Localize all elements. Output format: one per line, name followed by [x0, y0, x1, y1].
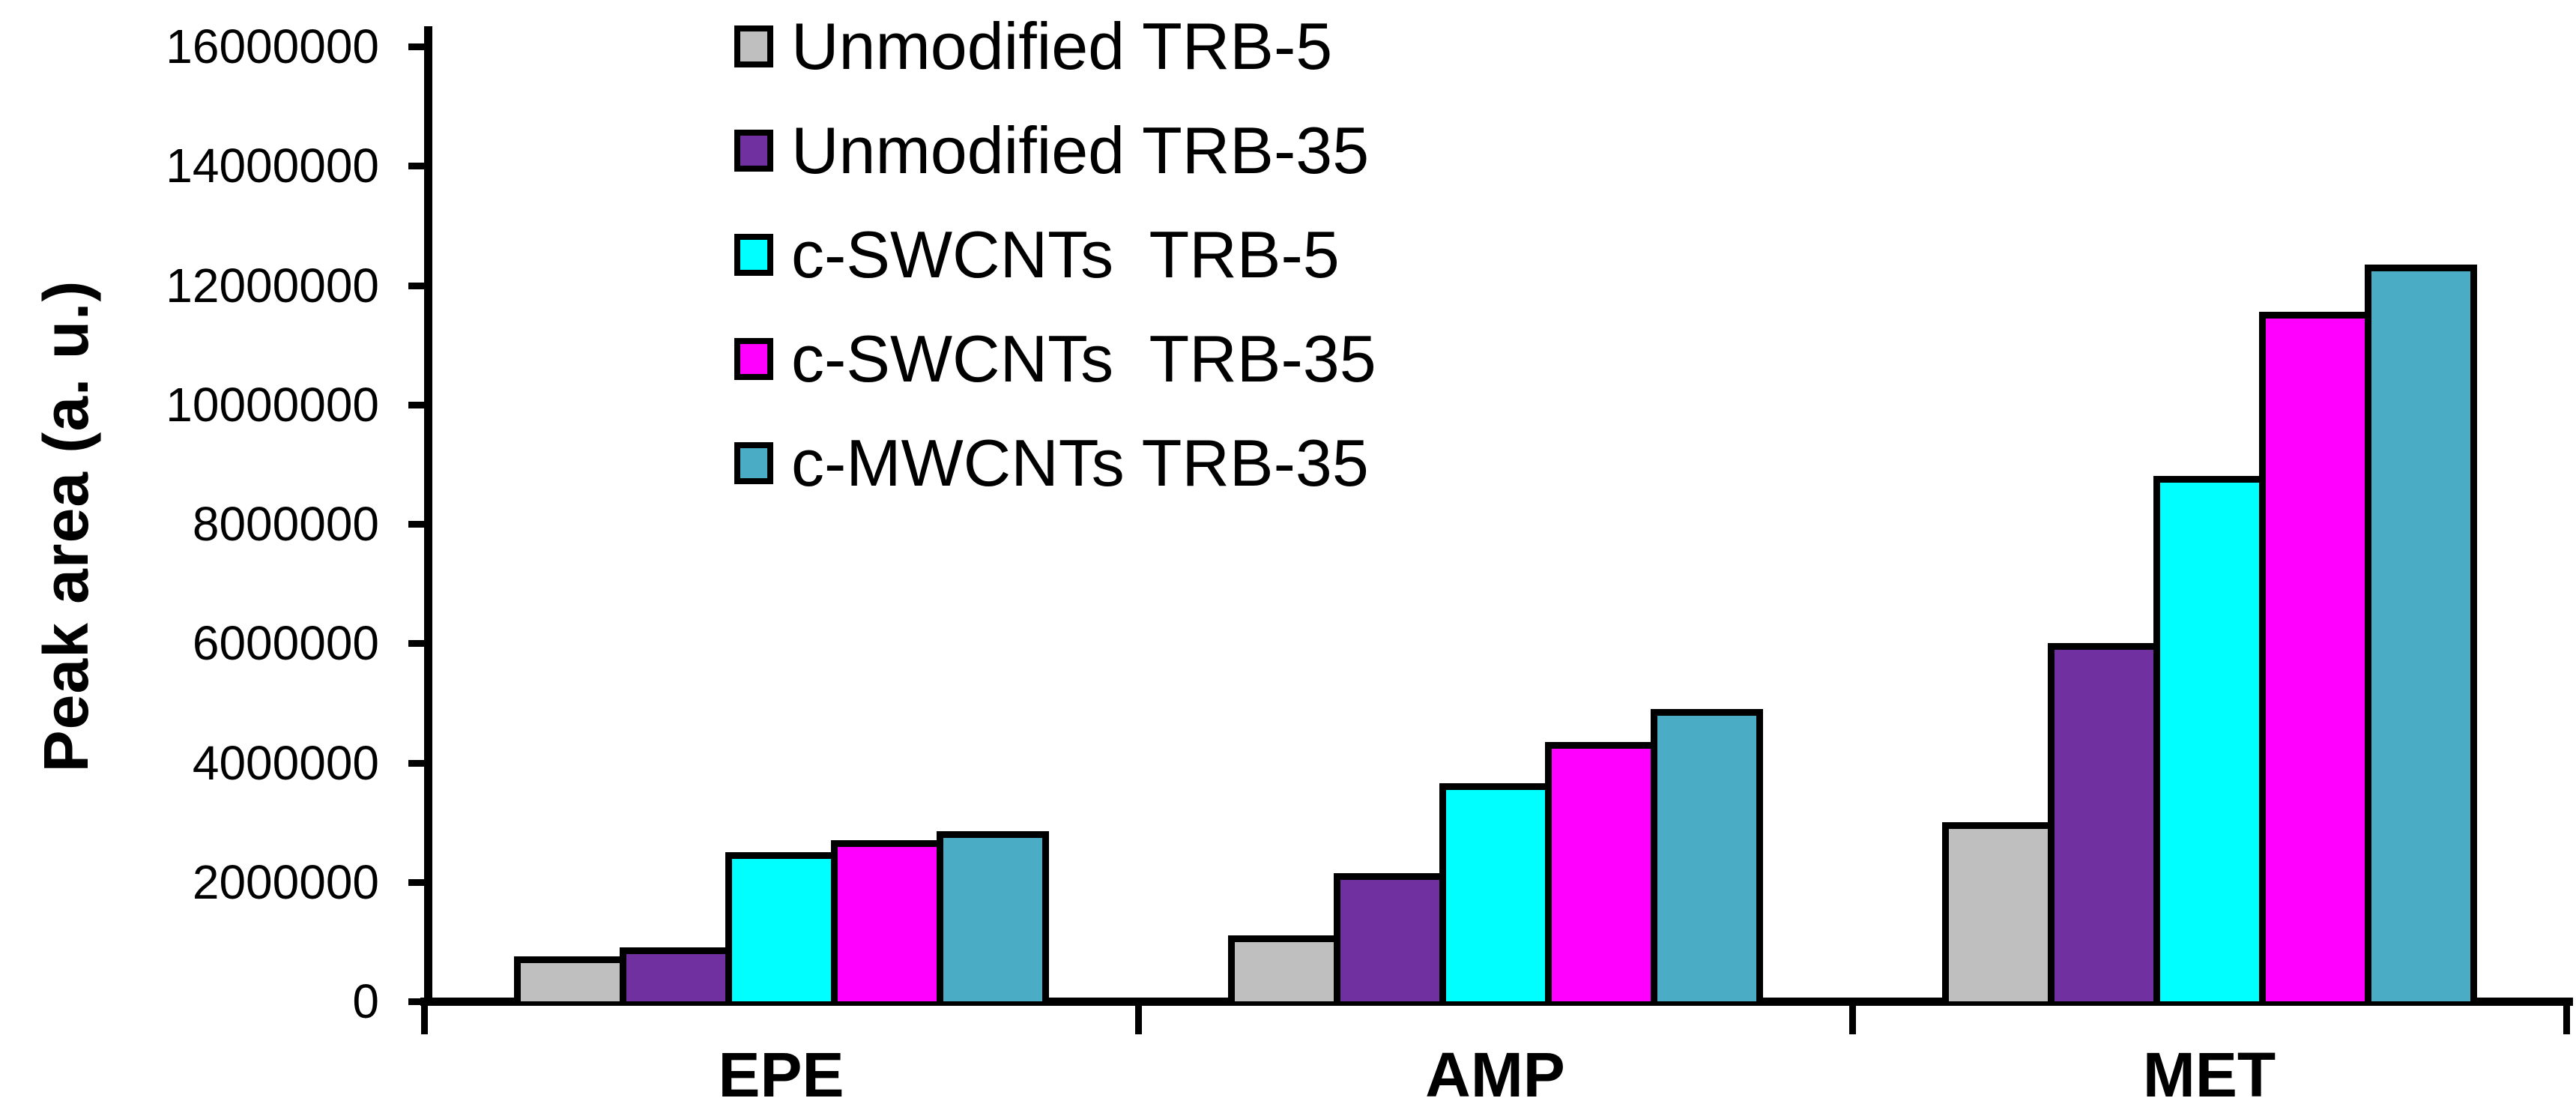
bar-amp-unmodified-trb-5 [1227, 935, 1340, 1001]
y-axis-tick [408, 521, 425, 528]
legend-item-c-mwcnts-trb-35: c-MWCNTs TRB-35 [734, 430, 1376, 496]
x-axis-category-label: EPE [718, 1040, 844, 1110]
y-axis-tick [408, 640, 425, 648]
bar-met-c-mwcnts-trb-35 [2364, 265, 2477, 1001]
bar-epe-unmodified-trb-5 [513, 956, 626, 1001]
legend-swatch-icon [734, 234, 773, 276]
y-axis-tick [408, 401, 425, 408]
y-axis-tick [408, 43, 425, 50]
y-axis-tick-label: 4000000 [192, 735, 379, 790]
legend-label: Unmodified TRB-35 [791, 113, 1370, 187]
bar-met-unmodified-trb-5 [1941, 822, 2055, 1001]
legend-swatch-icon [734, 338, 773, 380]
legend-label: Unmodified TRB-5 [791, 9, 1333, 83]
bar-amp-c-swcnts-trb-35 [1544, 742, 1657, 1001]
bar-met-unmodified-trb-35 [2047, 643, 2160, 1001]
bar-amp-c-swcnts-trb-5 [1439, 783, 1552, 1001]
y-axis-tick [408, 998, 425, 1005]
bar-met-c-swcnts-trb-5 [2153, 476, 2266, 1001]
legend-swatch-icon [734, 25, 773, 67]
y-axis-tick-label: 12000000 [166, 258, 379, 313]
y-axis-tick [408, 163, 425, 170]
x-axis-tick [1849, 1006, 1856, 1034]
legend-item-unmodified-trb-5: Unmodified TRB-5 [734, 13, 1376, 79]
x-axis-category-label: MET [2142, 1040, 2276, 1110]
y-axis-tick-label: 0 [352, 974, 379, 1028]
legend-swatch-icon [734, 442, 773, 484]
x-axis-tick [421, 1006, 428, 1034]
legend-item-unmodified-trb-35: Unmodified TRB-35 [734, 118, 1376, 184]
bar-amp-unmodified-trb-35 [1333, 873, 1446, 1001]
legend-item-c-swcnts-trb-5: c-SWCNTs TRB-5 [734, 222, 1376, 288]
y-axis-tick [408, 282, 425, 289]
legend-label: c-MWCNTs TRB-35 [791, 426, 1369, 500]
bar-group [1138, 709, 1852, 1001]
bar-met-c-swcnts-trb-35 [2258, 312, 2371, 1001]
x-axis-tick [1135, 1006, 1142, 1034]
y-axis-tick-label: 16000000 [166, 19, 379, 73]
x-axis-category-label: AMP [1425, 1040, 1565, 1110]
legend-swatch-icon [734, 130, 773, 172]
y-axis-line [424, 26, 432, 1006]
legend-label: c-SWCNTs TRB-35 [791, 322, 1376, 396]
x-axis-tick [2563, 1006, 2570, 1034]
legend-label: c-SWCNTs TRB-5 [791, 217, 1340, 292]
y-axis-tick-label: 6000000 [192, 616, 379, 671]
bar-group [1852, 265, 2566, 1001]
y-axis-tick [408, 759, 425, 767]
bar-epe-c-swcnts-trb-5 [725, 852, 838, 1001]
y-axis-tick-label: 8000000 [192, 497, 379, 551]
x-axis-line [420, 998, 2573, 1006]
y-axis-tick [408, 878, 425, 886]
legend: Unmodified TRB-5 Unmodified TRB-35 c-SWCNT… [734, 13, 1376, 534]
y-axis-tick-label: 10000000 [166, 377, 379, 432]
y-axis-tick-label: 2000000 [192, 854, 379, 909]
bar-amp-c-mwcnts-trb-35 [1650, 709, 1763, 1001]
bar-epe-unmodified-trb-35 [619, 947, 732, 1001]
legend-item-c-swcnts-trb-35: c-SWCNTs TRB-35 [734, 326, 1376, 392]
bar-group [424, 831, 1138, 1001]
y-axis-tick-label: 14000000 [166, 139, 379, 193]
bar-epe-c-mwcnts-trb-35 [936, 831, 1049, 1001]
bar-epe-c-swcnts-trb-35 [830, 840, 943, 1001]
